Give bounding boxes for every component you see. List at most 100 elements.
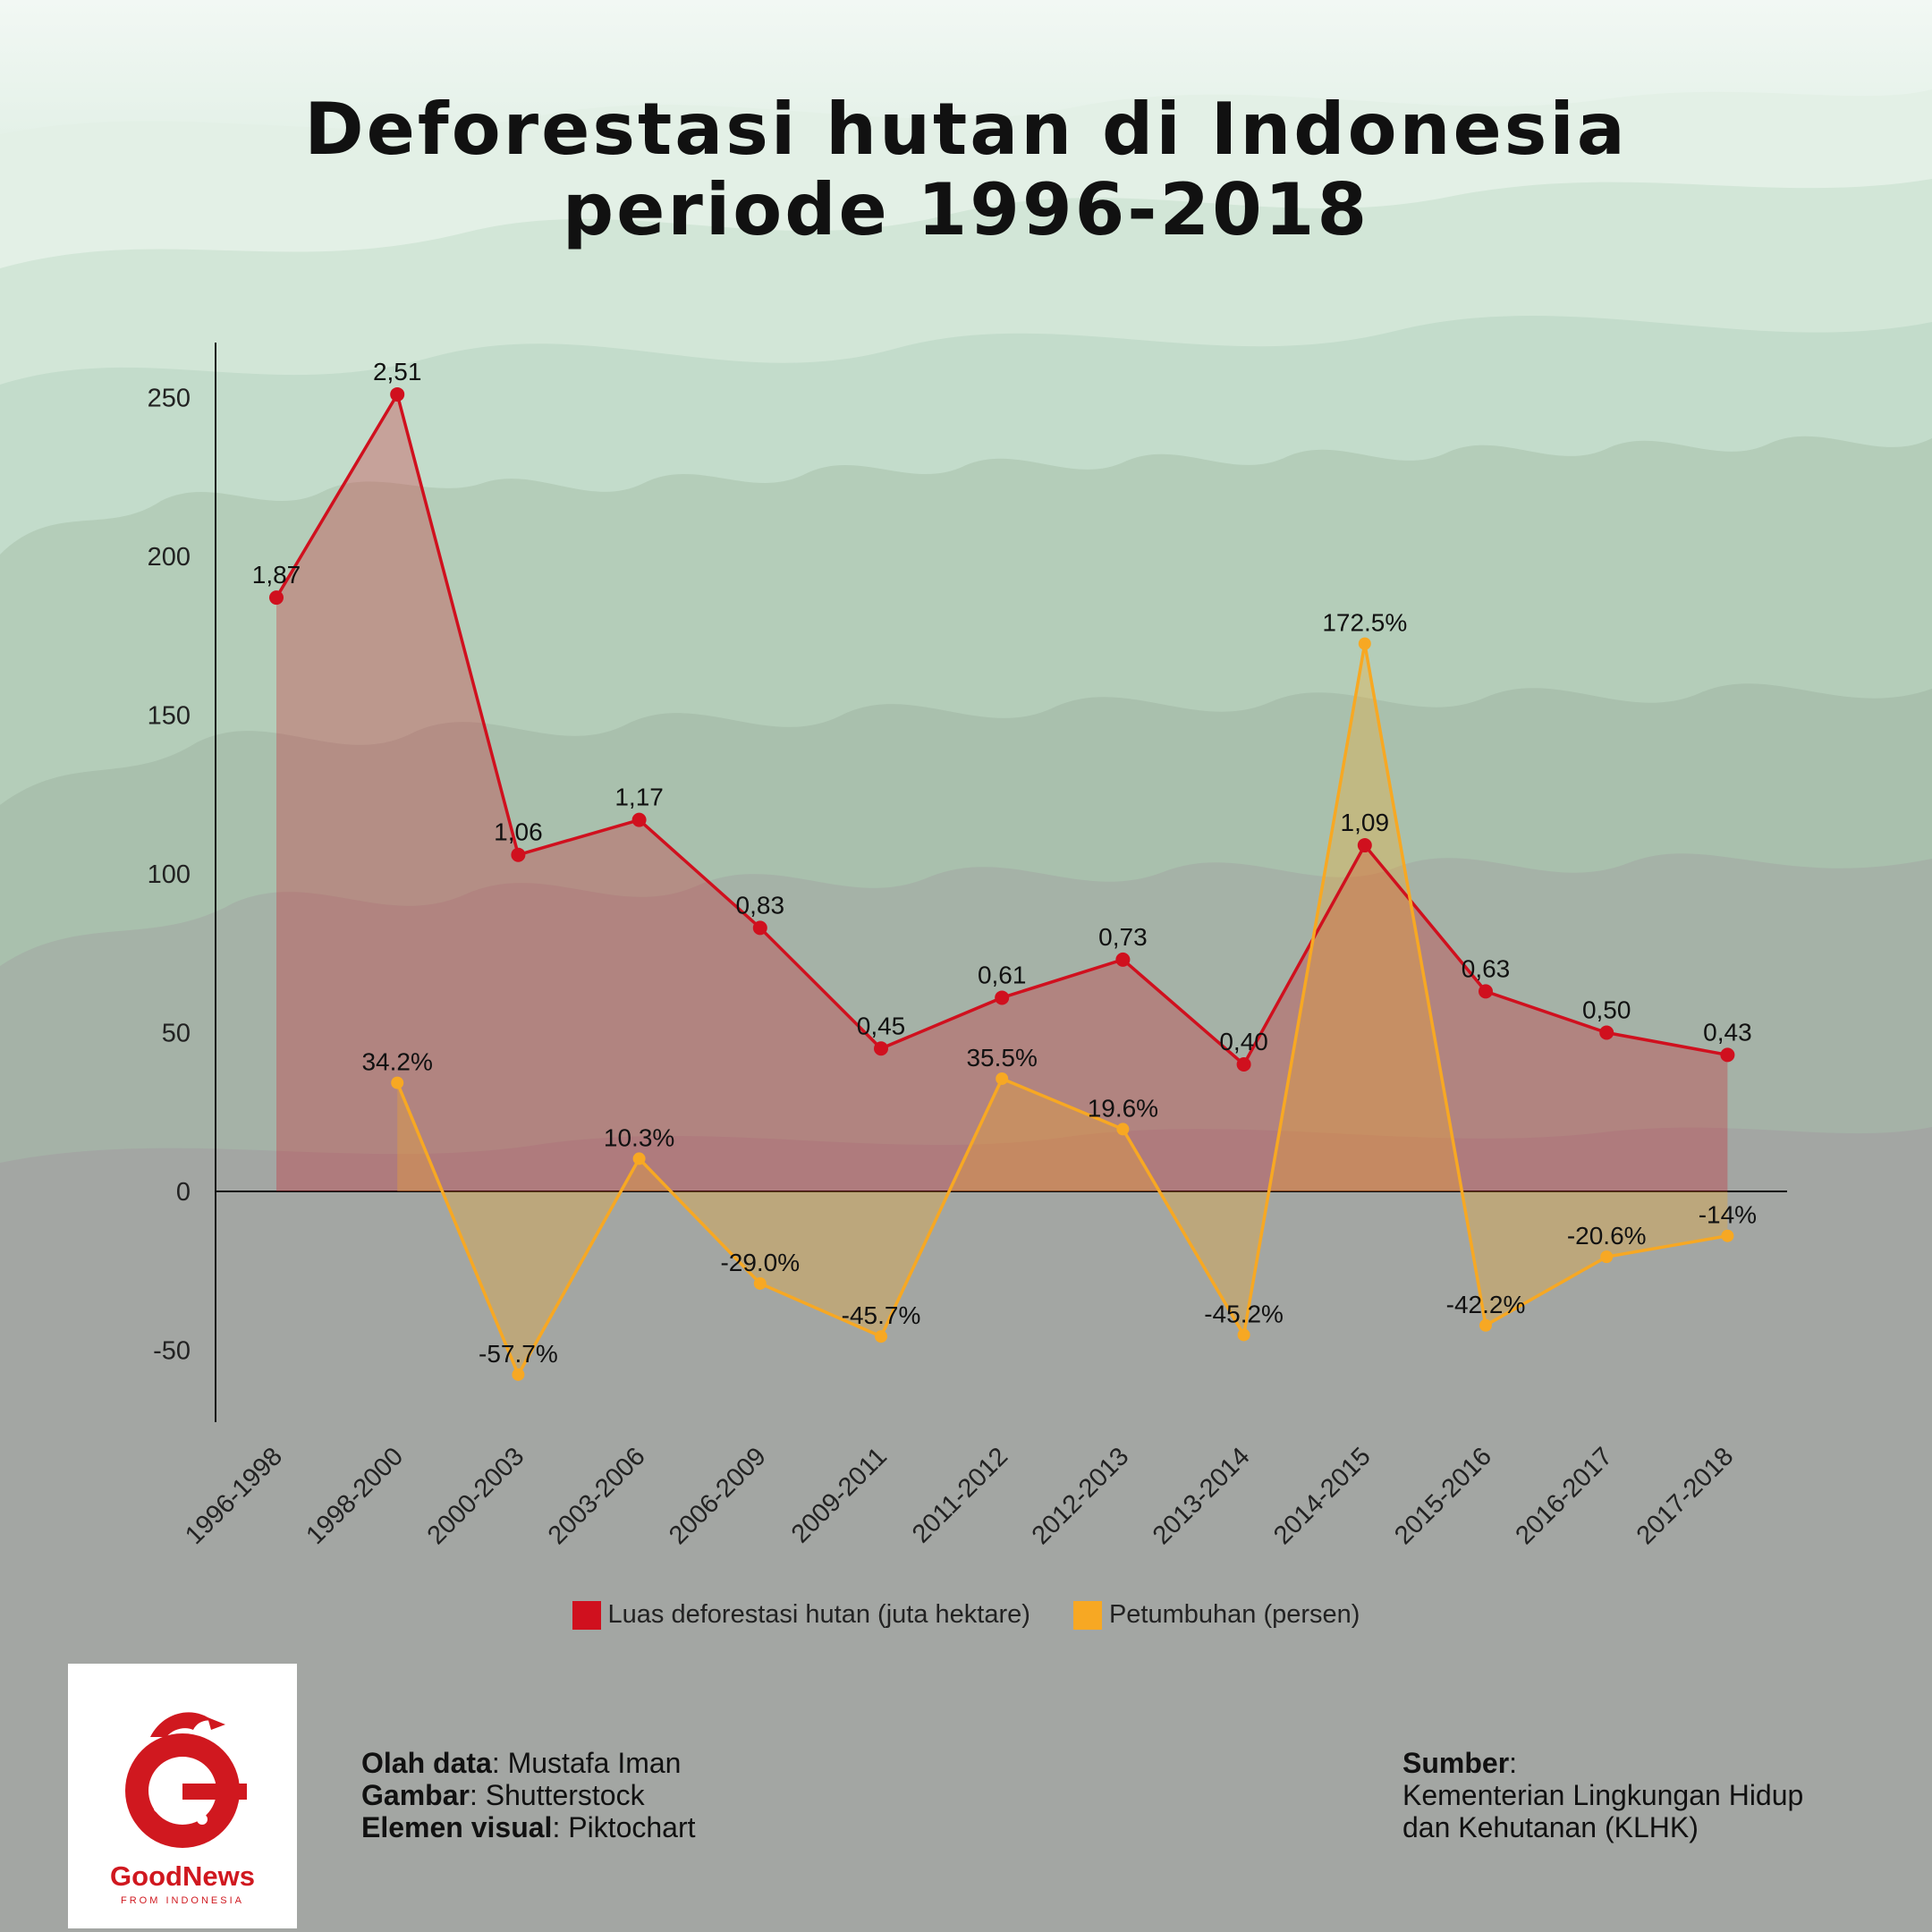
legend: Luas deforestasi hutan (juta hektare) Pe… (0, 1599, 1932, 1630)
data-label-growth: 19.6% (1088, 1094, 1158, 1122)
point-deforestation (1479, 984, 1493, 999)
x-tick-label: 2011-2012 (907, 1442, 1013, 1548)
credits: Olah data: Mustafa Iman Gambar: Shutters… (361, 1747, 696, 1843)
data-label-deforestation: 0,73 (1098, 923, 1148, 951)
point-growth (1721, 1229, 1734, 1242)
data-label-growth: 35.5% (966, 1044, 1037, 1072)
point-growth (512, 1368, 525, 1381)
title-line-1: Deforestasi hutan di Indonesia (304, 88, 1628, 171)
point-growth (1600, 1250, 1614, 1264)
credit-data: Olah data: Mustafa Iman (361, 1747, 682, 1779)
logo-subtitle: FROM INDONESIA (121, 1895, 244, 1906)
x-tick-label: 1996-1998 (180, 1442, 288, 1550)
point-deforestation (752, 920, 767, 936)
data-label-growth: -45.2% (1204, 1300, 1284, 1327)
data-label-growth: -42.2% (1446, 1291, 1526, 1318)
y-tick-label: 100 (148, 860, 191, 889)
point-growth (1237, 1328, 1250, 1342)
point-growth (753, 1276, 767, 1290)
point-deforestation (1720, 1047, 1735, 1063)
data-label-deforestation: 0,45 (857, 1012, 906, 1039)
source-heading: Sumber: (1402, 1747, 1518, 1779)
y-tick-label: 200 (148, 543, 191, 572)
x-tick-label: 2014-2015 (1268, 1442, 1377, 1550)
source-line-1: Kementerian Lingkungan Hidup (1402, 1779, 1804, 1811)
y-tick-label: 150 (148, 702, 191, 731)
data-label-deforestation: 0,40 (1219, 1028, 1268, 1055)
x-tick-label: 2016-2017 (1510, 1442, 1618, 1550)
point-growth (1358, 637, 1371, 650)
y-tick-label: -50 (153, 1337, 191, 1366)
line-growth (395, 643, 1728, 1378)
point-deforestation (631, 812, 647, 827)
data-label-growth: 172.5% (1322, 609, 1407, 637)
point-deforestation (1115, 952, 1131, 967)
point-deforestation (390, 386, 405, 402)
area-growth (397, 643, 1728, 1375)
credit-image-value: Shutterstock (485, 1779, 645, 1811)
x-tick-label: 2009-2011 (786, 1442, 893, 1548)
point-growth (1479, 1318, 1492, 1332)
point-growth (996, 1072, 1009, 1085)
point-deforestation (995, 990, 1010, 1005)
chart-title: Deforestasi hutan di Indonesia periode 1… (0, 89, 1932, 250)
source: Sumber: Kementerian Lingkungan Hidup dan… (1402, 1747, 1803, 1843)
y-tick-label: 50 (162, 1020, 191, 1048)
data-label-growth: -45.7% (842, 1301, 921, 1329)
legend-item-deforestation: Luas deforestasi hutan (juta hektare) (572, 1599, 1030, 1630)
legend-swatch-orange (1072, 1600, 1102, 1630)
x-tick-label: 2013-2014 (1148, 1442, 1256, 1550)
title-line-2: periode 1996-2018 (562, 168, 1370, 251)
point-growth (1116, 1123, 1130, 1136)
area-deforestation (276, 394, 1728, 1191)
data-label-deforestation: 1,09 (1341, 809, 1390, 836)
data-label-growth: -20.6% (1567, 1222, 1647, 1250)
point-deforestation (874, 1041, 888, 1056)
point-deforestation (269, 590, 284, 606)
source-label: Sumber (1402, 1747, 1510, 1779)
data-label-deforestation: 0,63 (1462, 954, 1511, 982)
y-tick-label: 250 (148, 385, 191, 413)
data-label-deforestation: 1,87 (252, 561, 301, 589)
legend-label-growth: Petumbuhan (persen) (1108, 1600, 1360, 1630)
data-label-deforestation: 0,50 (1582, 996, 1631, 1024)
point-growth (875, 1330, 887, 1343)
data-label-deforestation: 1,06 (494, 818, 543, 846)
data-label-deforestation: 1,17 (614, 784, 664, 811)
legend-swatch-red (572, 1600, 601, 1630)
data-label-deforestation: 2,51 (373, 358, 422, 386)
data-label-growth: 34.2% (361, 1048, 432, 1076)
source-line-2: dan Kehutanan (KLHK) (1402, 1811, 1699, 1843)
x-tick-label: 2003-2006 (543, 1442, 651, 1550)
y-tick-label: 0 (176, 1178, 191, 1207)
credit-image-label: Gambar (361, 1779, 470, 1811)
point-growth (632, 1152, 646, 1165)
data-label-deforestation: 0,83 (736, 891, 785, 919)
point-deforestation (511, 847, 526, 862)
x-tick-label: 2015-2016 (1389, 1442, 1497, 1550)
x-tick-label: 2012-2013 (1027, 1442, 1135, 1550)
point-deforestation (1236, 1057, 1251, 1072)
credit-data-label: Olah data (361, 1747, 492, 1779)
data-label-growth: -14% (1699, 1201, 1757, 1229)
data-label-growth: 10.3% (604, 1123, 674, 1151)
legend-item-growth: Petumbuhan (persen) (1072, 1599, 1360, 1630)
data-label-deforestation: 0,43 (1703, 1018, 1752, 1046)
point-growth (391, 1076, 404, 1089)
credit-visual: Elemen visual: Piktochart (361, 1811, 696, 1843)
ground-layer (0, 1127, 1932, 1932)
data-label-growth: -29.0% (720, 1249, 800, 1276)
garuda-logo-icon (125, 1712, 247, 1848)
credit-visual-value: Piktochart (568, 1811, 696, 1843)
data-label-growth: -57.7% (479, 1340, 558, 1368)
credit-visual-label: Elemen visual (361, 1811, 553, 1843)
point-deforestation (1599, 1025, 1614, 1040)
credit-data-value: Mustafa Iman (507, 1747, 682, 1779)
data-label-deforestation: 0,61 (978, 961, 1027, 988)
x-tick-label: 2000-2003 (422, 1442, 530, 1550)
x-tick-label: 2006-2009 (664, 1442, 772, 1550)
legend-label-deforestation: Luas deforestasi hutan (juta hektare) (607, 1600, 1030, 1630)
x-tick-label: 1998-2000 (301, 1442, 409, 1550)
